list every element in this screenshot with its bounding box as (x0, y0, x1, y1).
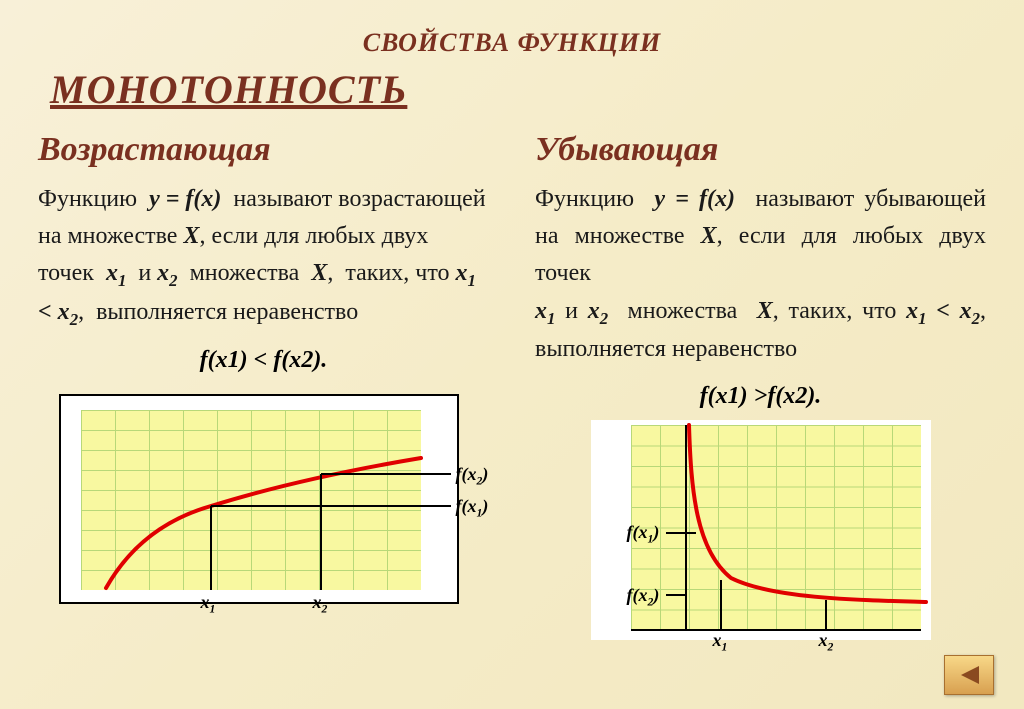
page-title: СВОЙСТВА ФУНКЦИИ (0, 0, 1024, 58)
label-fx1: f(x1) (456, 496, 489, 520)
inequality-increasing: f(x1) < f(x2). (30, 347, 497, 374)
chart-increasing: x1 x2 f(x1) f(x2) (59, 394, 459, 604)
chart-svg (61, 396, 461, 606)
label-x1: x1 (201, 592, 216, 616)
triangle-left-icon (957, 664, 981, 686)
back-button[interactable] (944, 655, 994, 695)
label-x2: x2 (313, 592, 328, 616)
inequality-decreasing: f(x1) >f(x2). (527, 383, 994, 410)
label-fx2: f(x2) (627, 585, 660, 609)
definition-decreasing: Функцию y = f(x) называют убывающей на м… (527, 181, 994, 369)
column-decreasing: Убывающая Функцию y = f(x) называют убыв… (527, 131, 994, 640)
chart-decreasing: x1 x2 f(x1) f(x2) (591, 420, 931, 640)
label-x1: x1 (713, 630, 728, 654)
content-columns: Возрастающая Функцию y = f(x) называют в… (0, 113, 1024, 640)
section-title: МОНОТОННОСТЬ (0, 66, 1024, 113)
subheading-decreasing: Убывающая (527, 131, 994, 169)
label-fx1: f(x1) (627, 522, 660, 546)
definition-increasing: Функцию y = f(x) называют возрастающей н… (30, 181, 497, 333)
column-increasing: Возрастающая Функцию y = f(x) называют в… (30, 131, 497, 640)
label-fx2: f(x2) (456, 464, 489, 488)
subheading-increasing: Возрастающая (30, 131, 497, 169)
label-x2: x2 (819, 630, 834, 654)
